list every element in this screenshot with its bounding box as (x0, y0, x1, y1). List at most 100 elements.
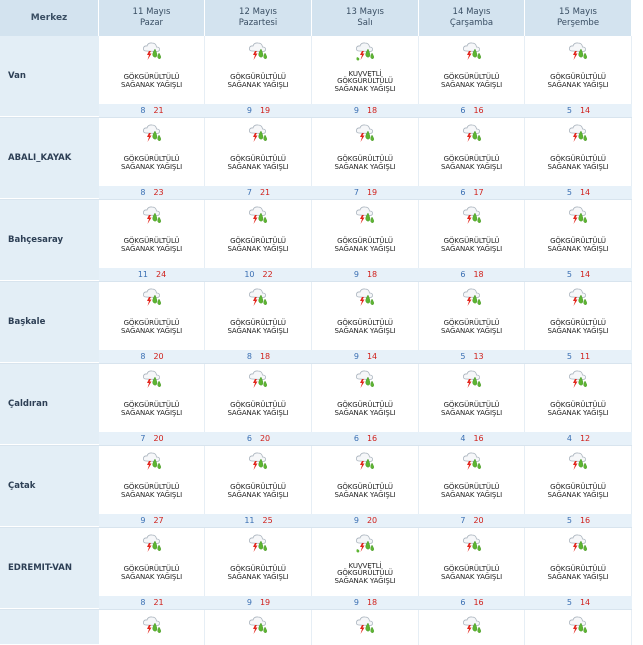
day-header: 11 Mayıs Pazar (99, 0, 205, 36)
min-temp: 4 (460, 434, 466, 443)
weather-desc-line: GÖKGÜRÜLTÜLÜ (550, 155, 606, 164)
city-name[interactable]: Bahçesaray (0, 200, 99, 281)
weather-desc: GÖKGÜRÜLTÜLÜ SAĞANAK YAĞIŞLI (419, 558, 524, 590)
weather-desc-line: SAĞANAK YAĞIŞLI (227, 409, 289, 417)
temp-row: 8 21 9 19 9 18 6 16 5 14 (0, 104, 632, 117)
city-name[interactable]: Van (0, 36, 99, 117)
city-name[interactable]: Çaldıran (0, 364, 99, 445)
weather-desc-line: GÖKGÜRÜLTÜLÜ (230, 401, 286, 410)
min-temp: 8 (246, 352, 252, 361)
min-temp: 9 (246, 598, 252, 607)
max-temp: 14 (579, 188, 591, 197)
weather-desc-line: GÖKGÜRÜLTÜLÜ (550, 73, 606, 82)
day-header: 15 Mayıs Perşembe (525, 0, 632, 36)
weather-desc-line: GÖKGÜRÜLTÜLÜ (443, 73, 500, 82)
temp-cell: 6 18 (419, 268, 525, 281)
temp-cell: 9 19 (205, 104, 312, 117)
weather-desc: GÖKGÜRÜLTÜLÜ SAĞANAK YAĞIŞLI (99, 312, 204, 344)
day-cell: GÖKGÜRÜLTÜLÜ SAĞANAK YAĞIŞLI (205, 200, 312, 268)
temp-cell: 9 14 (312, 350, 419, 363)
weather-desc: GÖKGÜRÜLTÜLÜ SAĞANAK YAĞIŞLI (312, 230, 418, 262)
weather-desc: GÖKGÜRÜLTÜLÜ SAĞANAK YAĞIŞLI (205, 230, 311, 262)
weather-desc: GÖKGÜRÜLTÜLÜ SAĞANAK YAĞIŞLI (419, 148, 524, 180)
city-name[interactable]: ABALI_KAYAK (0, 118, 99, 199)
day-cell: GÖKGÜRÜLTÜLÜ SAĞANAK YAĞIŞLI (525, 200, 632, 268)
weather-desc-line: GÖKGÜRÜLTÜLÜ (337, 483, 393, 492)
merkez-header: Merkez (0, 0, 99, 36)
temp-cell: 5 14 (525, 596, 632, 609)
thunderstorm-icon (205, 36, 311, 66)
min-temp: 7 (460, 516, 466, 525)
min-temp: 6 (460, 270, 466, 279)
max-temp: 16 (366, 434, 378, 443)
weather-desc: GÖKGÜRÜLTÜLÜ SAĞANAK YAĞIŞLI (205, 394, 311, 426)
day-cell: GÖKGÜRÜLTÜLÜ SAĞANAK YAĞIŞLI (99, 282, 205, 350)
weather-desc-line: SAĞANAK YAĞIŞLI (120, 163, 183, 171)
max-temp: 14 (366, 352, 378, 361)
temp-cell: 5 13 (419, 350, 525, 363)
day-date: 15 Mayıs (559, 7, 597, 17)
weather-desc-line: SAĞANAK YAĞIŞLI (227, 163, 289, 171)
max-temp: 11 (579, 352, 591, 361)
city-name[interactable]: EDREMIT-VAN (0, 528, 99, 609)
city-name[interactable]: Başkale (0, 282, 99, 363)
min-temp: 5 (566, 516, 572, 525)
weather-desc: GÖKGÜRÜLTÜLÜ SAĞANAK YAĞIŞLI (419, 476, 524, 508)
day-weekday: Pazartesi (238, 18, 278, 28)
weather-desc-line: GÖKGÜRÜLTÜLÜ (337, 77, 393, 86)
min-temp: 10 (244, 270, 255, 279)
temp-cell: 7 20 (419, 514, 525, 527)
temp-cell: 5 11 (525, 350, 632, 363)
weather-desc: GÖKGÜRÜLTÜLÜ SAĞANAK YAĞIŞLI (525, 312, 631, 344)
weather-desc-line: GÖKGÜRÜLTÜLÜ (443, 237, 500, 246)
temp-cell: 8 21 (99, 596, 205, 609)
temp-cell: 5 14 (525, 104, 632, 117)
weather-desc: GÖKGÜRÜLTÜLÜ SAĞANAK YAĞIŞLI (525, 66, 631, 98)
weather-desc-line: GÖKGÜRÜLTÜLÜ (443, 483, 500, 492)
weather-desc: GÖKGÜRÜLTÜLÜ SAĞANAK YAĞIŞLI (312, 312, 418, 344)
day-cell: GÖKGÜRÜLTÜLÜ SAĞANAK YAĞIŞLI (99, 364, 205, 432)
temp-cell: 6 16 (312, 432, 419, 445)
city-name[interactable] (0, 610, 99, 645)
day-weekday: Çarşamba (449, 18, 494, 28)
weather-desc: GÖKGÜRÜLTÜLÜ SAĞANAK YAĞIŞLI (525, 230, 631, 262)
min-temp: 7 (353, 188, 359, 197)
thunderstorm-icon (419, 610, 524, 640)
weather-desc-line: SAĞANAK YAĞIŞLI (120, 81, 183, 89)
max-temp: 19 (259, 598, 271, 607)
weather-desc: GÖKGÜRÜLTÜLÜ SAĞANAK YAĞIŞLI (205, 312, 311, 344)
day-cell: GÖKGÜRÜLTÜLÜ SAĞANAK YAĞIŞLI (312, 200, 419, 268)
day-cell: GÖKGÜRÜLTÜLÜ SAĞANAK YAĞIŞLI (99, 118, 205, 186)
weather-desc-line: SAĞANAK YAĞIŞLI (334, 491, 396, 499)
weather-desc-line: SAĞANAK YAĞIŞLI (547, 163, 609, 171)
weather-desc: GÖKGÜRÜLTÜLÜ SAĞANAK YAĞIŞLI (99, 148, 204, 180)
min-temp: 9 (246, 106, 252, 115)
weather-desc-line: GÖKGÜRÜLTÜLÜ (337, 401, 393, 410)
weather-desc-line: GÖKGÜRÜLTÜLÜ (550, 237, 606, 246)
thunderstorm-icon (205, 200, 311, 230)
weather-desc-line: SAĞANAK YAĞIŞLI (334, 576, 396, 585)
weather-desc-line: SAĞANAK YAĞIŞLI (120, 245, 183, 253)
thunderstorm-icon (312, 610, 418, 640)
weather-desc-line: KUVVETLİ (348, 69, 382, 78)
weather-desc-line: GÖKGÜRÜLTÜLÜ (230, 73, 286, 82)
thunderstorm-icon (525, 282, 631, 312)
min-temp: 6 (460, 188, 466, 197)
row-separator (0, 527, 632, 528)
weather-desc-line: SAĞANAK YAĞIŞLI (227, 327, 289, 335)
temp-cell: 6 20 (205, 432, 312, 445)
min-temp: 7 (140, 434, 146, 443)
city-name[interactable]: Çatak (0, 446, 99, 527)
thunderstorm-icon (99, 282, 204, 312)
day-cell: KUVVETLİ GÖKGÜRÜLTÜLÜ SAĞANAK YAĞIŞLI (312, 528, 419, 596)
weather-desc-line: SAĞANAK YAĞIŞLI (547, 81, 609, 89)
max-temp: 18 (473, 270, 484, 279)
weather-desc-line: GÖKGÜRÜLTÜLÜ (230, 237, 286, 246)
weather-desc: GÖKGÜRÜLTÜLÜ SAĞANAK YAĞIŞLI (419, 312, 524, 344)
min-temp: 9 (140, 516, 146, 525)
temp-cell: 5 14 (525, 186, 632, 199)
temp-cell: 5 14 (525, 268, 632, 281)
day-cell (312, 610, 419, 645)
weather-desc-line: SAĞANAK YAĞIŞLI (547, 409, 609, 417)
max-temp: 18 (366, 598, 378, 607)
